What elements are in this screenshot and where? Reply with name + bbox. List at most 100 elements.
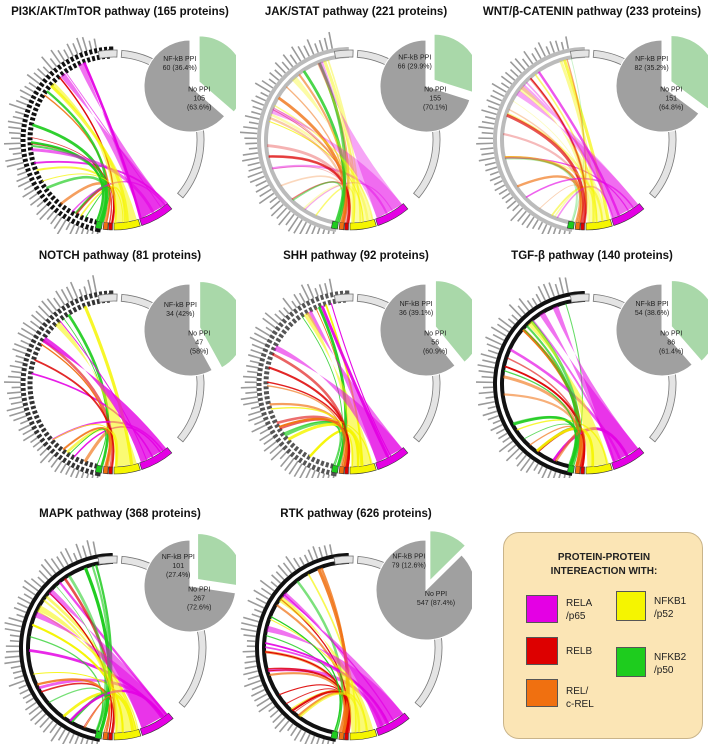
tf-segment-relb (344, 222, 349, 231)
panel-title: WNT/β-CATENIN pathway (233 proteins) (482, 6, 702, 18)
ppi-pie: NF-kB PPI 34 (42%) No PPI 47 (58%) (143, 281, 236, 377)
tf-segment-rel (102, 466, 109, 475)
no-ppi-label: No PPI (424, 331, 446, 338)
panel-title: NOTCH pathway (81 proteins) (38, 250, 202, 262)
chord-ribbons (502, 58, 639, 224)
tf-segment-nfkb1 (113, 462, 141, 475)
tf-segment-rela (611, 447, 645, 470)
tf-segment-relb (108, 466, 113, 475)
panel-title: SHH pathway (92 proteins) (283, 250, 429, 262)
protein-label-ticks (240, 544, 335, 744)
no-ppi-count: 86 (667, 340, 675, 347)
tf-segment-nfkb2 (94, 464, 103, 474)
chord-diagram: NF-kB PPI 82 (35.2%) No PPI 151 (64.8%) (476, 35, 708, 234)
no-ppi-label: No PPI (424, 87, 446, 94)
tf-segment-rel (338, 222, 345, 231)
tf-segment-rela (139, 203, 173, 226)
legend-label-rel: REL/ c-REL (566, 686, 594, 710)
no-ppi-label: No PPI (660, 331, 682, 338)
ppi-label: NF-kB PPI (400, 301, 433, 308)
no-ppi-count: 267 (193, 596, 205, 603)
protein-label-ticks (476, 36, 571, 234)
pathway-segment-top (97, 49, 118, 59)
chord-ribbons (266, 303, 403, 468)
legend-label-relb: RELB (566, 646, 593, 657)
tf-segment-rel (102, 222, 109, 231)
chord-diagram: NF-kB PPI 66 (29.9%) No PPI 155 (70.1%) (240, 31, 472, 234)
no-ppi-pct: (58%) (190, 349, 209, 356)
legend-swatch-nfkb2 (616, 647, 646, 677)
chord-ribbons (267, 59, 403, 224)
chord-diagram: NF-kB PPI 34 (42%) No PPI 47 (58%) (4, 275, 236, 478)
tf-segment-relb (344, 732, 349, 741)
panel-title: TGF-β pathway (140 proteins) (511, 250, 673, 262)
ppi-slice-nfkb (670, 279, 708, 362)
ppi-label: NF-kB PPI (162, 554, 195, 561)
no-ppi-pct: (64.8%) (659, 105, 684, 112)
legend-label-nfkb2: NFKB2 /p50 (654, 652, 687, 676)
ppi-slice-none (143, 283, 213, 377)
legend-swatch-nfkb1 (616, 591, 646, 621)
ppi-value: 60 (36.4%) (163, 65, 197, 72)
tf-segment-nfkb1 (585, 462, 613, 475)
chord-diagram: NF-kB PPI 79 (12.6%) No PPI 547 (87.4%) (240, 530, 472, 744)
tf-segment-rela (375, 712, 410, 736)
no-ppi-label: No PPI (188, 87, 210, 94)
ppi-slice-nfkb (433, 33, 472, 93)
protein-label-ticks (240, 278, 335, 478)
chord-ribbons (28, 564, 168, 734)
protein-label-ticks (4, 275, 99, 478)
ppi-pie: NF-kB PPI 82 (35.2%) No PPI 151 (64.8%) (615, 35, 708, 133)
ppi-pie: NF-kB PPI 60 (36.4%) No PPI 105 (63.6%) (143, 35, 236, 133)
no-ppi-pct: (61.4%) (659, 349, 684, 356)
ppi-value-pct: (27.4%) (166, 572, 191, 579)
chord-diagram: NF-kB PPI 101 (27.4%) No PPI 267 (72.6%) (4, 532, 236, 744)
ppi-slice-nfkb (197, 532, 236, 586)
pathway-segment-top (333, 555, 354, 565)
legend-swatch-relb (526, 637, 558, 665)
chord-ribbons (31, 305, 167, 468)
legend-box: PROTEIN-PROTEIN INTEREACTION WITH: RELA … (503, 532, 703, 739)
tf-segment-nfkb2 (94, 220, 103, 230)
tf-segment-rel (338, 732, 345, 741)
ppi-value: 54 (38.6%) (635, 310, 669, 317)
no-ppi-count: 155 (429, 96, 441, 103)
tf-segment-nfkb2 (566, 220, 575, 230)
chord-ribbons (264, 567, 404, 734)
pathway-segment-top (333, 49, 354, 59)
ppi-label: NF-kB PPI (164, 302, 197, 309)
tf-segment-relb (580, 222, 585, 231)
chord-diagram: NF-kB PPI 36 (39.1%) No PPI 56 (60.9%) (240, 278, 472, 478)
tf-segment-rela (139, 447, 173, 470)
no-ppi-count: 56 (431, 340, 439, 347)
tf-segment-rela (139, 712, 174, 736)
protein-ring (20, 46, 114, 233)
tf-segment-relb (580, 466, 585, 475)
tf-segment-nfkb1 (113, 728, 142, 741)
ppi-slice-none (143, 539, 236, 633)
tf-segment-nfkb2 (330, 464, 339, 474)
no-ppi-count: 547 (87.4%) (417, 600, 455, 607)
pathway-segment-top (569, 293, 590, 303)
ppi-slice-none (379, 39, 471, 133)
pathway-segment-top (569, 49, 590, 59)
no-ppi-pct: (60.9%) (423, 349, 448, 356)
panel-title: PI3K/AKT/mTOR pathway (165 proteins) (11, 6, 229, 18)
ppi-slice-nfkb (199, 281, 236, 369)
tf-segment-nfkb2 (330, 220, 339, 230)
panel-title: MAPK pathway (368 proteins) (39, 508, 201, 520)
no-ppi-pct: (70.1%) (423, 105, 448, 112)
chord-diagram: NF-kB PPI 54 (38.6%) No PPI 86 (61.4%) (476, 277, 708, 478)
panel-title: JAK/STAT pathway (221 proteins) (264, 6, 448, 18)
pathway-segment-top (97, 555, 118, 565)
protein-ring (20, 290, 114, 477)
tf-segment-nfkb1 (349, 218, 377, 231)
tf-segment-nfkb2 (330, 730, 339, 740)
ppi-slice-nfkb (429, 530, 467, 582)
ppi-label: NF-kB PPI (163, 56, 196, 63)
ppi-slice-none (615, 283, 693, 377)
no-ppi-label: No PPI (425, 591, 447, 598)
tf-segment-rela (611, 203, 645, 226)
tf-segment-rel (574, 466, 581, 475)
tf-segment-rel (574, 222, 581, 231)
